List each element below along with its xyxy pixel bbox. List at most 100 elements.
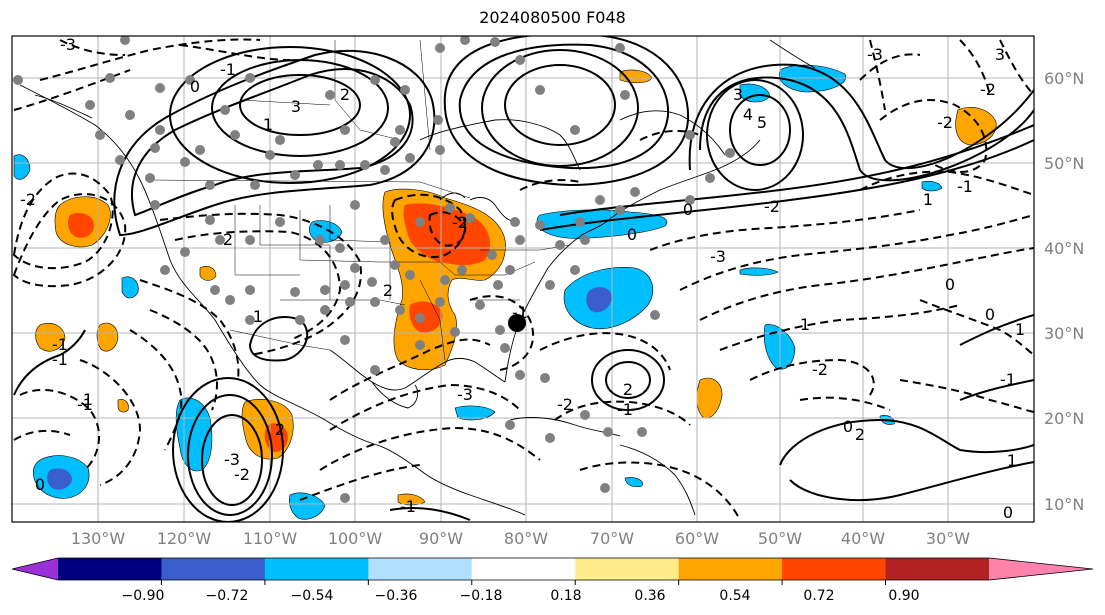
contour-label: -2 (452, 213, 468, 232)
contour-line (579, 461, 741, 521)
contour-line (729, 94, 791, 166)
contour-line (319, 426, 541, 471)
shaded-anomaly-layer (13, 64, 997, 520)
contour-line (749, 358, 875, 396)
contour-line (679, 214, 1034, 291)
contour-line (899, 379, 1034, 413)
contour-line (699, 76, 1034, 182)
contour-line (799, 396, 891, 411)
contour-line (554, 400, 691, 426)
contour-line (699, 247, 1034, 321)
map-frame (11, 35, 1035, 523)
contour-line (919, 299, 1034, 356)
colorbar-tick-label: −0.36 (375, 588, 418, 604)
colorbar-tick-label: −0.90 (122, 588, 165, 604)
lat-label: 50°N (1044, 154, 1084, 173)
colorbar-tick-label: −0.18 (460, 588, 503, 604)
contour-line (539, 139, 1034, 231)
contour-label: -3 (60, 35, 76, 54)
lon-label: 130°W (71, 529, 126, 548)
contour-line (149, 309, 218, 411)
colorbar-segment (161, 558, 266, 580)
contour-line (458, 43, 670, 170)
colorbar-tick-label: 0.90 (888, 588, 919, 604)
negative-anomaly-area (121, 276, 139, 299)
contour-line (719, 304, 961, 351)
contour-label: 0 (843, 417, 853, 436)
contour-label: -1 (220, 60, 236, 79)
contour-line (187, 394, 273, 516)
colorbar-segment (58, 558, 162, 580)
contour-line (869, 39, 886, 111)
contour-line (179, 44, 291, 61)
contour-line (159, 212, 362, 356)
colorbar-segment (782, 558, 887, 580)
contour-line (504, 64, 616, 146)
contour-label: -1 (400, 497, 416, 516)
contour-line (779, 418, 1034, 466)
political-boundaries (149, 39, 571, 361)
contour-label: -2 (764, 197, 780, 216)
map-title: 2024080500 F048 (479, 8, 626, 27)
contour-line (706, 79, 804, 191)
contour-line (19, 389, 101, 471)
contour-lines (13, 36, 1034, 522)
contour-label: 4 (743, 105, 753, 124)
contour-label: 1 (1007, 451, 1017, 470)
contour-line (130, 68, 414, 217)
contour-label: 3 (733, 85, 743, 104)
positive-anomaly-area (199, 266, 217, 281)
contour-line (391, 193, 466, 258)
contour-label: 2 (623, 380, 633, 399)
contour-label: -2 (557, 395, 573, 414)
positive-anomaly-area (35, 322, 66, 352)
negative-anomaly-area (778, 64, 847, 93)
contour-label: -1 (1000, 370, 1016, 389)
contour-label: 1 (1015, 320, 1025, 339)
lon-label: 70°W (590, 529, 634, 548)
contour-label: 5 (757, 113, 767, 132)
contour-label: 2 (340, 85, 350, 104)
contour-label: 3 (291, 97, 301, 116)
contour-line (248, 316, 309, 362)
negative-anomaly-area (309, 220, 343, 243)
contour-label: -2 (812, 360, 828, 379)
contour-line (129, 329, 183, 451)
colorbar-outline (11, 557, 1094, 581)
contour-labels: 3 -3 2 0 -2 2 -1 3 -2 4 5 -3 0 -2 -1 0 2… (20, 35, 1025, 522)
contour-label: 0 (35, 475, 45, 494)
colorbar-tick-label: 0.36 (634, 588, 665, 604)
contour-label: 0 (627, 225, 637, 244)
colorbar (11, 557, 1094, 585)
graticule (12, 36, 1034, 522)
negative-anomaly-area (739, 267, 779, 276)
contour-line (559, 124, 1034, 216)
contour-label: 1 (800, 315, 810, 334)
contour-label: -2 (937, 113, 953, 132)
contour-lines-negative (12, 38, 1034, 521)
contour-line (13, 329, 86, 396)
contour-label: 2 (223, 230, 233, 249)
contour-label: -1 (52, 350, 68, 369)
contour-line (859, 53, 921, 81)
contour-line (443, 36, 690, 187)
lat-label: 40°N (1044, 239, 1084, 258)
positive-anomaly-area (696, 377, 723, 419)
lat-label: 20°N (1044, 409, 1084, 428)
lat-label: 60°N (1044, 69, 1084, 88)
contour-line (389, 507, 471, 521)
contour-line (999, 39, 1034, 96)
colorbar-segment (885, 558, 990, 580)
colorbar-tick-label: 0.72 (803, 588, 834, 604)
contour-line (13, 69, 131, 111)
colorbar-tick-label: 0.54 (719, 588, 750, 604)
contour-label: -3 (457, 385, 473, 404)
tropical-system-marker (508, 314, 526, 332)
contour-line (879, 99, 988, 173)
station-markers (13, 36, 735, 503)
longitude-labels: 130°W 120°W 110°W 100°W 90°W 80°W 70°W 6… (71, 529, 970, 548)
colorbar-tick-label: −0.54 (291, 588, 334, 604)
contour-label: -2 (234, 465, 250, 484)
contour-label: 1 (263, 115, 273, 134)
